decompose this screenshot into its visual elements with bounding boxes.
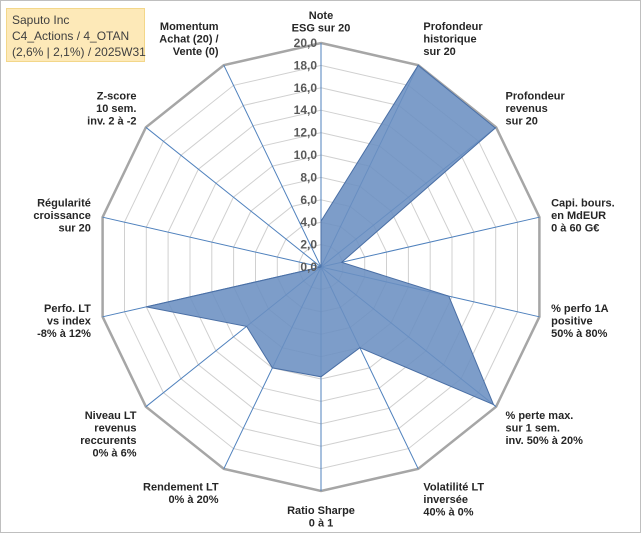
axis-spoke xyxy=(102,216,322,268)
axis-label-line: % perte max. xyxy=(506,410,574,422)
axis-label-line: inversée xyxy=(423,494,468,506)
axis-label-line: Niveau LT xyxy=(85,410,137,422)
tick-label: 14,0 xyxy=(294,103,318,117)
axis-label-line: 0% à 6% xyxy=(92,448,136,460)
axis-label: Volatilité LT inversée 40% à 0% xyxy=(423,482,484,519)
axis-label-line: Achat (20) / xyxy=(159,33,218,45)
axis-label-line: sur 20 xyxy=(506,115,538,127)
axis-spoke xyxy=(145,126,322,268)
axis-label-line: 40% à 0% xyxy=(423,507,473,519)
axis-label: Note ESG sur 20 xyxy=(292,10,351,35)
tick-label: 18,0 xyxy=(294,58,318,72)
axis-label-line: 0 à 60 G€ xyxy=(551,223,599,235)
info-stats: (2,6% | 2,1%) / 2025W31 xyxy=(12,45,146,59)
tick-label: 4,0 xyxy=(300,215,317,229)
axis-label-line: revenus xyxy=(94,423,136,435)
axis-label: Régularité croissance sur 20 xyxy=(33,198,90,235)
axis-label-line: Volatilité LT xyxy=(423,482,484,494)
axis-label: Momentum Achat (20) / Vente (0) xyxy=(159,21,219,58)
axis-label: Z-score 10 sem. inv. 2 à -2 xyxy=(87,90,136,127)
series-layer xyxy=(146,64,497,406)
label-layer: Note ESG sur 20 Profondeur historique sur 20… xyxy=(33,10,614,530)
tick-label: 0,0 xyxy=(300,260,317,274)
axis-label-line: Perfo. LT xyxy=(44,303,91,315)
tick-label: 10,0 xyxy=(294,148,318,162)
axis-label-line: -8% à 12% xyxy=(37,328,91,340)
axis-label-line: Rendement LT xyxy=(143,482,219,494)
axis-label-line: Profondeur xyxy=(423,21,483,33)
axis-label-line: reccurents xyxy=(80,435,136,447)
axis-label-line: ESG sur 20 xyxy=(292,23,351,35)
axis-label-line: revenus xyxy=(506,103,548,115)
info-box: Saputo Inc C4_Actions / 4_OTAN (2,6% | 2… xyxy=(6,8,146,62)
tick-label: 20,0 xyxy=(294,36,318,50)
axis-label-line: en MdEUR xyxy=(551,210,606,222)
axis-label-line: 0 à 1 xyxy=(309,518,333,530)
axis-label-line: 0% à 20% xyxy=(168,494,218,506)
axis-label: % perfo 1A positive 50% à 80% xyxy=(551,303,609,340)
axis-label: Ratio Sharpe 0 à 1 xyxy=(287,505,355,530)
axis-label: Capi. bours. en MdEUR 0 à 60 G€ xyxy=(551,198,615,235)
axis-label-line: Vente (0) xyxy=(173,46,219,58)
axis-label-line: vs index xyxy=(47,315,92,327)
axis-label-line: inv. 2 à -2 xyxy=(87,115,136,127)
axis-label: Profondeur revenus sur 20 xyxy=(506,90,566,127)
info-category: C4_Actions / 4_OTAN xyxy=(12,29,130,43)
info-company: Saputo Inc xyxy=(12,13,70,27)
axis-label: Niveau LT revenus reccurents 0% à 6% xyxy=(80,410,137,460)
axis-label-line: 10 sem. xyxy=(96,103,136,115)
tick-label: 16,0 xyxy=(294,81,318,95)
axis-label-line: Momentum xyxy=(160,21,219,33)
series-area xyxy=(146,64,497,406)
axis-label: % perte max. sur 1 sem. inv. 50% à 20% xyxy=(506,410,584,447)
tick-layer: 0,0 2,0 4,0 6,0 8,0 10,0 12,0 14,0 16,0 18,0 20,0 xyxy=(294,36,318,274)
axis-label-line: Ratio Sharpe xyxy=(287,505,355,517)
axis-label-line: Capi. bours. xyxy=(551,198,615,210)
axis-spoke xyxy=(320,216,540,268)
tick-label: 6,0 xyxy=(300,193,317,207)
axis-label-line: Note xyxy=(309,10,333,22)
axis-label: Profondeur historique sur 20 xyxy=(423,21,483,58)
axis-label-line: croissance xyxy=(33,210,90,222)
axis-label: Perfo. LT vs index -8% à 12% xyxy=(37,303,92,340)
axis-label-line: 50% à 80% xyxy=(551,328,607,340)
axis-label-line: historique xyxy=(423,33,476,45)
tick-label: 2,0 xyxy=(300,238,317,252)
axis-label-line: sur 20 xyxy=(58,223,90,235)
axis-label-line: sur 20 xyxy=(423,46,455,58)
axis-label-line: Profondeur xyxy=(506,90,566,102)
axis-spoke xyxy=(223,64,322,268)
tick-label: 8,0 xyxy=(300,170,317,184)
axis-label: Rendement LT 0% à 20% xyxy=(143,482,219,507)
axis-label-line: % perfo 1A xyxy=(551,303,609,315)
axis-label-line: sur 1 sem. xyxy=(506,423,560,435)
axis-label-line: positive xyxy=(551,315,593,327)
axis-label-line: Régularité xyxy=(37,198,91,210)
axis-label-line: Z-score xyxy=(97,90,137,102)
tick-label: 12,0 xyxy=(294,126,318,140)
axis-label-line: inv. 50% à 20% xyxy=(506,435,584,447)
